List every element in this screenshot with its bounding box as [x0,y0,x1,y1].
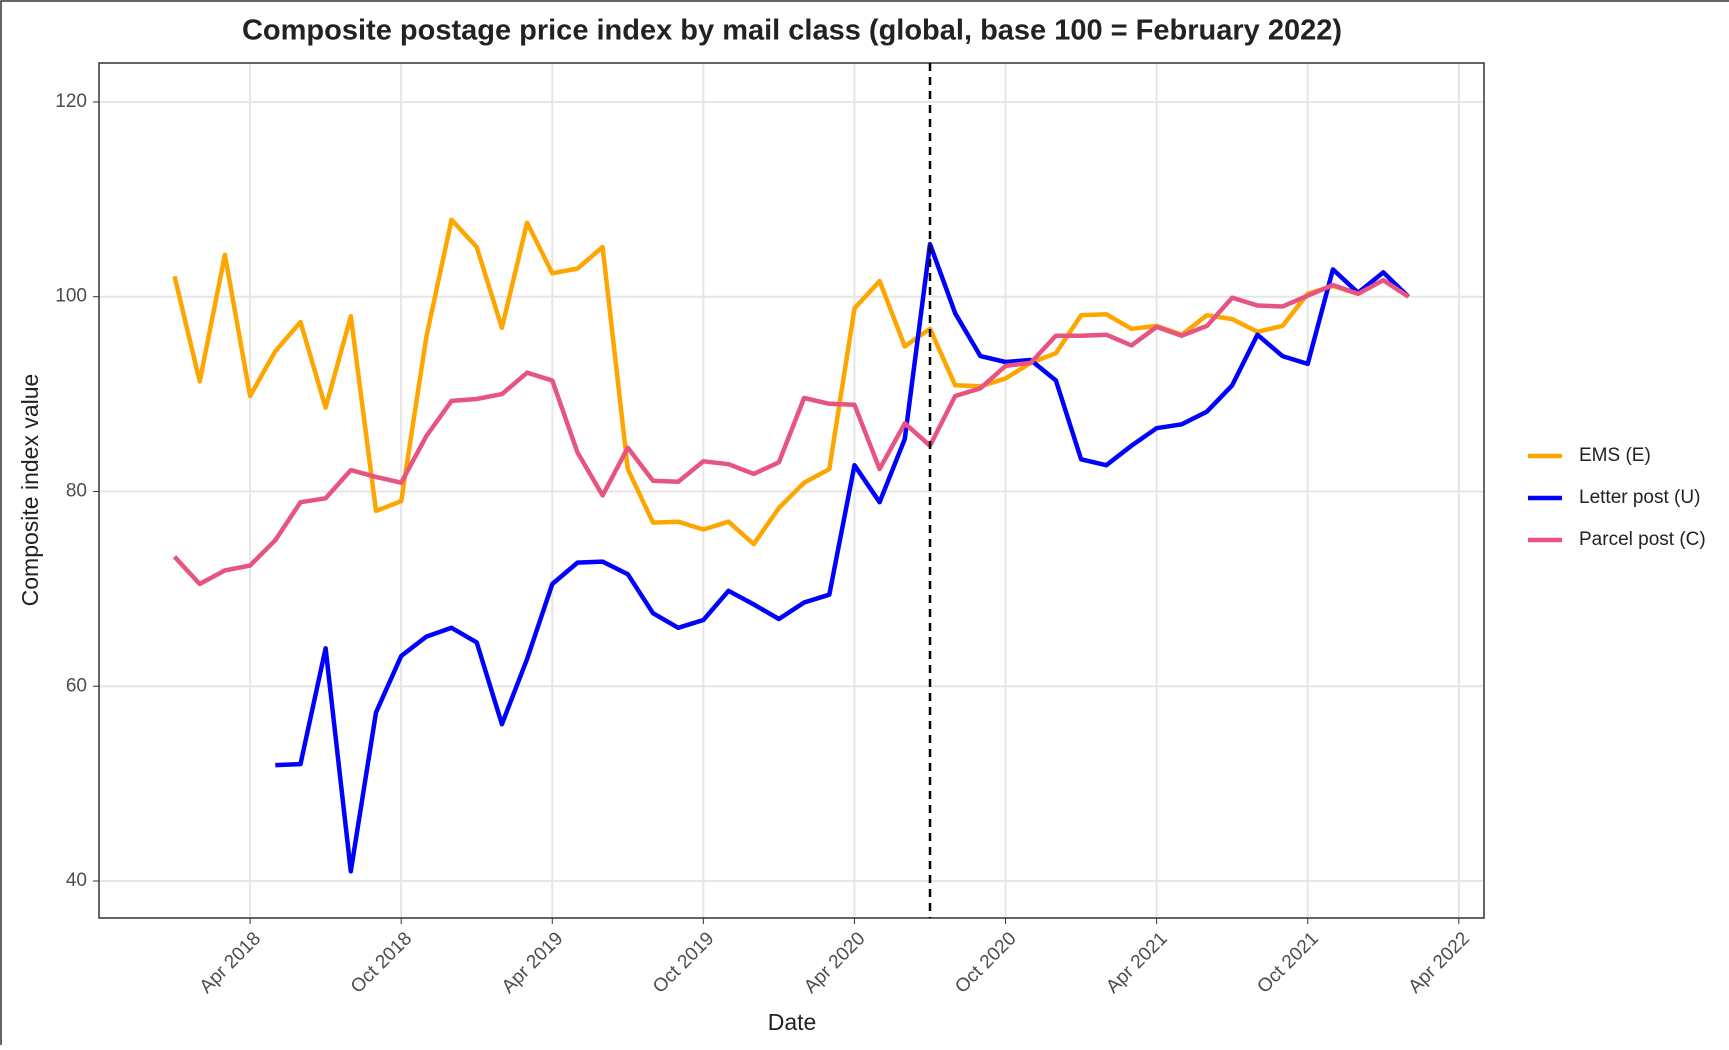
x-tick-label: Oct 2018 [347,928,416,997]
legend-label: Letter post (U) [1579,487,1700,508]
x-tick-label: Oct 2021 [1253,928,1322,997]
legend-label: Parcel post (C) [1579,529,1706,550]
y-tick-label: 80 [66,480,87,501]
series-line [172,217,1410,547]
x-tick-label: Apr 2022 [1405,928,1474,997]
chart-title: Composite postage price index by mail cl… [242,15,1342,47]
y-axis-label: Composite index value [17,374,43,607]
series-line [172,277,1410,587]
y-tick-label: 60 [66,675,87,696]
x-tick-label: Oct 2019 [649,928,718,997]
x-axis-label: Date [768,1009,817,1035]
x-tick-label: Apr 2019 [498,928,567,997]
y-tick-label: 100 [55,286,87,307]
plot-border [98,62,1485,919]
y-tick-label: 120 [55,91,87,112]
legend-label: EMS (E) [1579,445,1651,466]
x-tick-label: Oct 2020 [951,928,1020,997]
x-tick-label: Apr 2018 [196,928,265,997]
x-tick-label: Apr 2021 [1102,928,1171,997]
y-tick-label: 40 [66,870,87,891]
series-line [275,241,1411,874]
x-tick-label: Apr 2020 [800,928,869,997]
